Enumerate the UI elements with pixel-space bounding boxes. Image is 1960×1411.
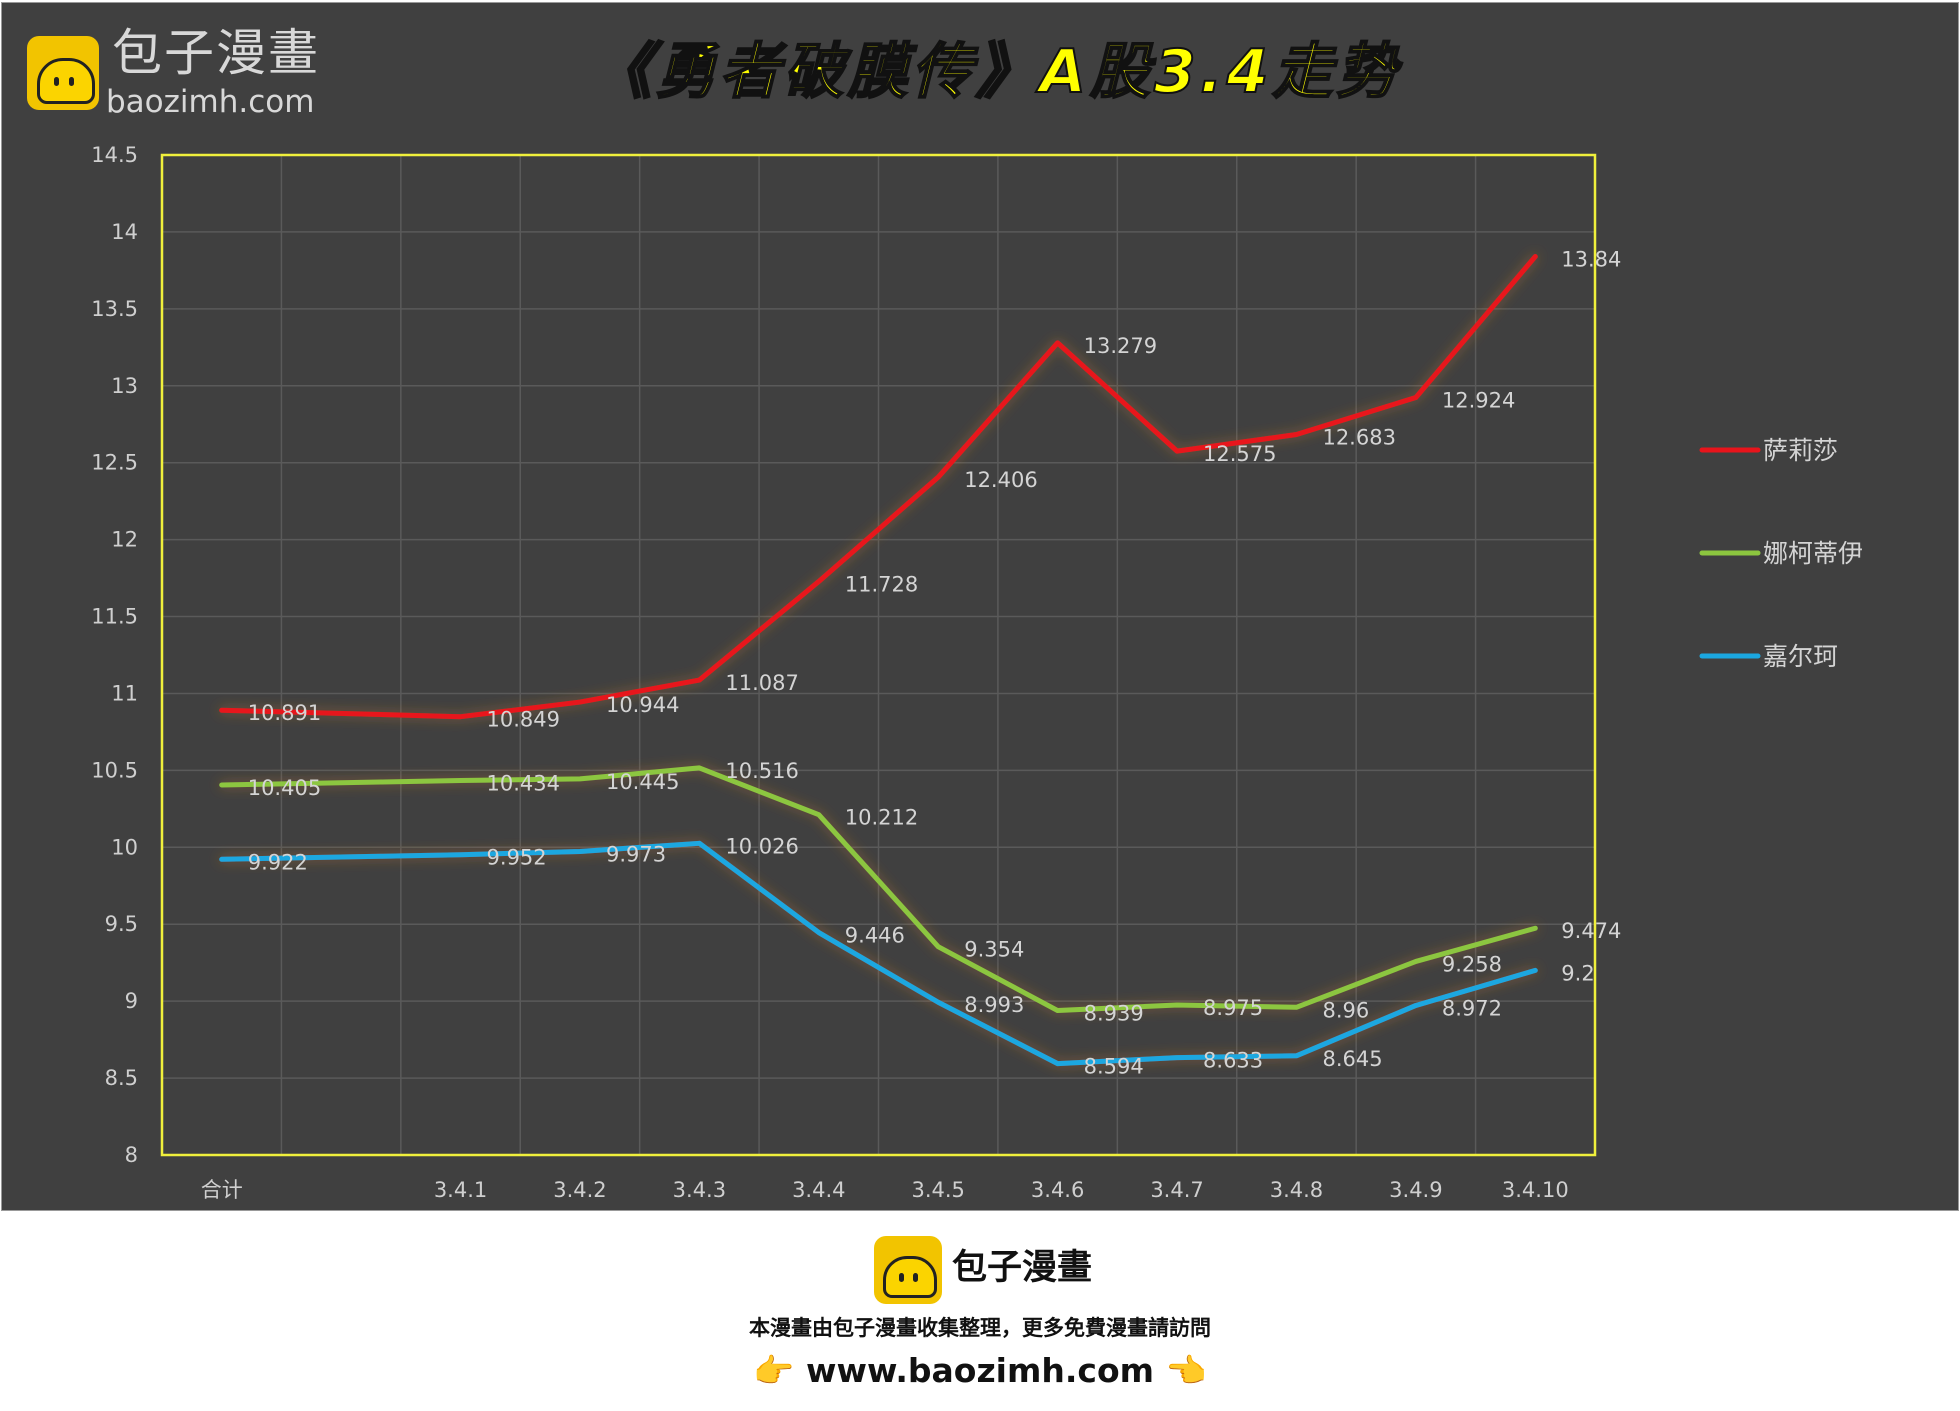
data-label: 8.96 (1322, 998, 1369, 1022)
x-tick-label: 合计 (201, 1178, 243, 1202)
data-label: 8.939 (1084, 1002, 1144, 1026)
legend-label: 萨莉莎 (1763, 436, 1838, 465)
series-lines (219, 254, 1538, 1067)
y-tick-label: 13 (111, 374, 138, 398)
data-label: 11.087 (725, 671, 798, 695)
baozi-logo-icon (27, 36, 99, 110)
y-tick-label: 13.5 (91, 297, 138, 321)
footer-baozi-logo-icon (874, 1236, 942, 1304)
data-labels: 10.891 10.849 10.944 11.087 11.728 12.406 13.2… (248, 248, 1622, 1079)
data-label: 8.594 (1084, 1055, 1144, 1079)
data-label: 12.575 (1203, 442, 1276, 466)
y-tick-label: 14 (111, 220, 138, 244)
x-tick-label: 3.4.4 (792, 1178, 845, 1202)
x-tick-label: 3.4.6 (1031, 1178, 1084, 1202)
x-tick-label: 3.4.2 (553, 1178, 606, 1202)
data-label: 8.993 (964, 993, 1024, 1017)
data-label: 8.633 (1203, 1049, 1263, 1073)
series-line-2 (219, 765, 1538, 1014)
data-label: 9.354 (964, 938, 1024, 962)
x-tick-label: 3.4.8 (1270, 1178, 1323, 1202)
data-label: 10.944 (606, 693, 679, 717)
y-tick-label: 10 (111, 835, 138, 859)
y-tick-label: 10.5 (91, 758, 138, 782)
grid (162, 154, 1595, 1156)
data-label: 13.84 (1561, 248, 1621, 272)
y-tick-label: 12.5 (91, 451, 138, 475)
legend-label: 娜柯蒂伊 (1763, 539, 1863, 568)
data-label: 10.849 (487, 708, 560, 732)
series-line-1 (219, 254, 1538, 720)
y-tick-label: 9 (125, 989, 138, 1013)
data-label: 9.446 (845, 924, 905, 948)
data-label: 10.405 (248, 776, 321, 800)
data-label: 9.952 (487, 846, 547, 870)
brand-name: 包子漫畫 (112, 24, 320, 82)
chart-title: 《勇者破膜传》A股3.4走势 (591, 36, 1401, 108)
data-label: 8.645 (1322, 1047, 1382, 1071)
data-label: 10.026 (725, 834, 798, 858)
footer-brand: 包子漫畫 (952, 1248, 1093, 1288)
footer-url-link[interactable]: www.baozimh.com (806, 1351, 1154, 1390)
y-tick-label: 9.5 (105, 912, 138, 936)
data-label: 11.728 (845, 572, 918, 596)
data-label: 9.258 (1442, 952, 1502, 976)
y-tick-label: 11.5 (91, 605, 138, 629)
data-label: 12.683 (1322, 426, 1395, 450)
data-label: 13.279 (1084, 334, 1157, 358)
y-tick-label: 12 (111, 528, 138, 552)
brand-domain: baozimh.com (106, 84, 315, 120)
plot-border (160, 153, 1597, 1157)
y-tick-label: 8 (125, 1143, 138, 1167)
data-label: 10.445 (606, 770, 679, 794)
chart-panel: 8 8.5 9 9.5 10 10.5 11 11.5 12 12.5 13 13.5 14 14.5 合计… (1, 2, 1959, 1211)
y-tick-label: 14.5 (91, 143, 138, 167)
y-tick-label: 8.5 (105, 1066, 138, 1090)
x-tick-label: 3.4.9 (1389, 1178, 1442, 1202)
line-chart: 8 8.5 9 9.5 10 10.5 11 11.5 12 12.5 13 13.5 14 14.5 合计… (91, 143, 1863, 1202)
x-tick-label: 3.4.7 (1150, 1178, 1203, 1202)
x-tick-label: 3.4.1 (434, 1178, 487, 1202)
data-label: 9.973 (606, 842, 666, 866)
series-line-3 (219, 840, 1538, 1067)
pointing-left-icon: 👈 (1165, 1351, 1207, 1390)
data-label: 9.922 (248, 850, 308, 874)
data-label: 12.924 (1442, 388, 1515, 412)
legend-label: 嘉尔珂 (1763, 642, 1838, 671)
axes: 8 8.5 9 9.5 10 10.5 11 11.5 12 12.5 13 13.5 14 14.5 合计… (91, 143, 1597, 1202)
data-label: 10.516 (725, 759, 798, 783)
data-label: 9.474 (1561, 919, 1621, 943)
data-label: 10.891 (248, 701, 321, 725)
x-tick-label: 3.4.5 (911, 1178, 964, 1202)
x-tick-label: 3.4.3 (673, 1178, 726, 1202)
footer-notice: 本漫畫由包子漫畫收集整理，更多免費漫畫請訪問 (749, 1316, 1211, 1340)
pointing-right-icon: 👉 (753, 1351, 795, 1390)
data-label: 10.212 (845, 806, 918, 830)
data-label: 8.975 (1203, 996, 1263, 1020)
data-label: 10.434 (487, 772, 560, 796)
x-tick-label: 3.4.10 (1502, 1178, 1569, 1202)
footer-url-line: 👉 www.baozimh.com 👈 (0, 1348, 1960, 1394)
data-label: 12.406 (964, 468, 1037, 492)
data-label: 8.972 (1442, 996, 1502, 1020)
data-label: 9.2 (1561, 961, 1594, 985)
y-tick-label: 11 (111, 681, 138, 705)
